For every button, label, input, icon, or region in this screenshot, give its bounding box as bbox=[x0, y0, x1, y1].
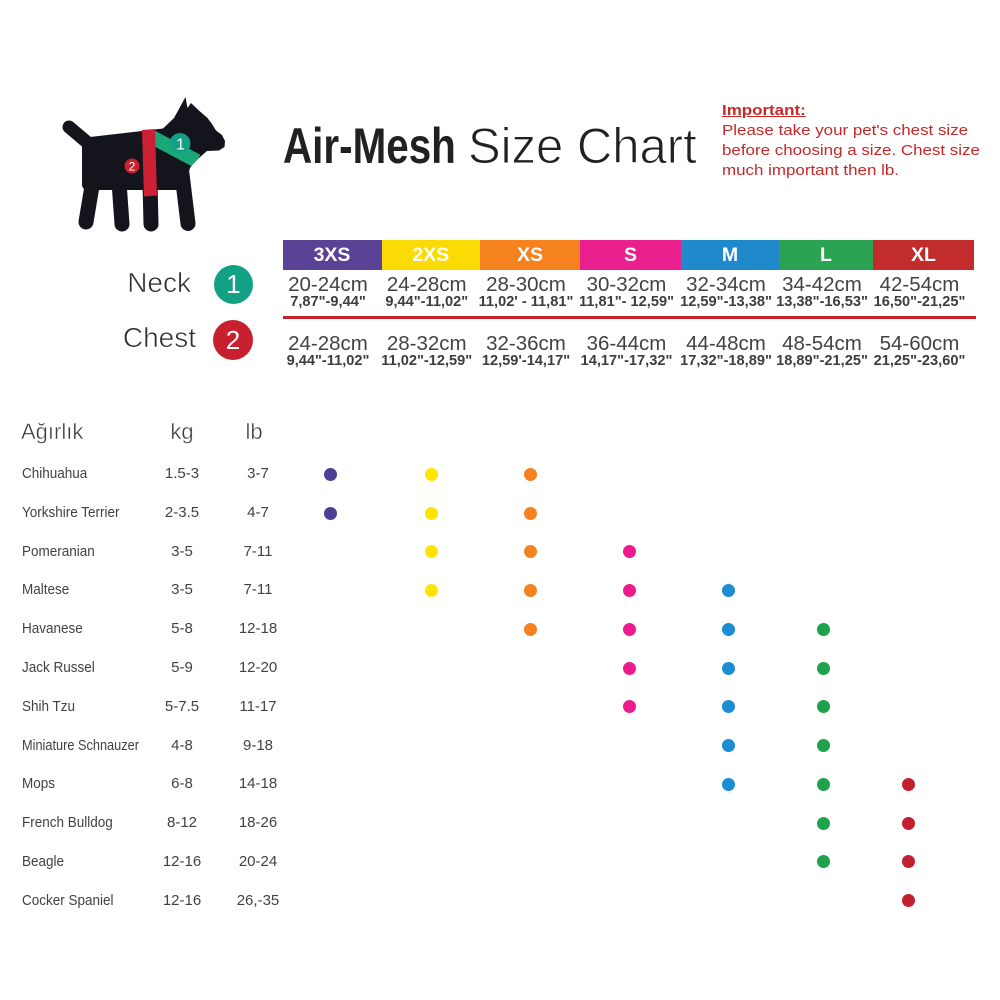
svg-text:2: 2 bbox=[129, 160, 136, 174]
svg-text:1: 1 bbox=[176, 137, 185, 154]
